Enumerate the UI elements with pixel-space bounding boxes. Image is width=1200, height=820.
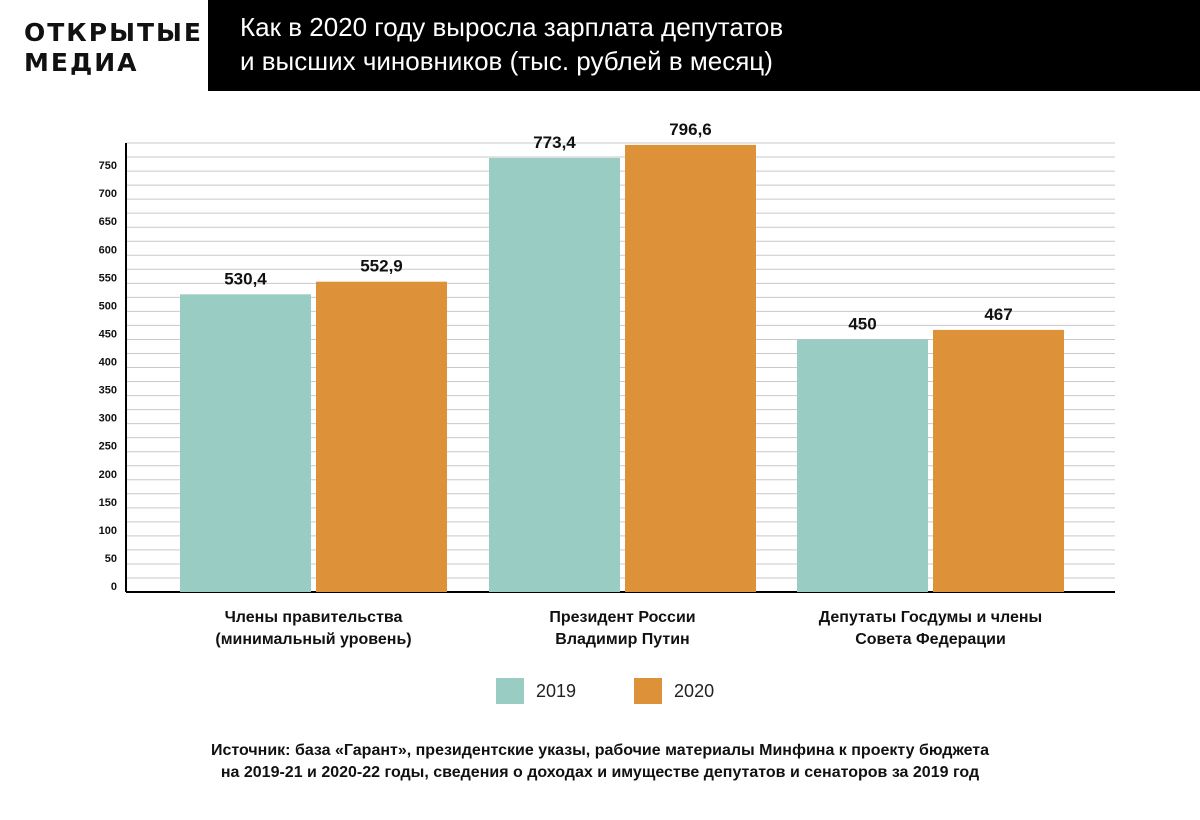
legend-item-2020: 2020	[634, 678, 714, 704]
brand-logo-line1: ОТКРЫТЫЕ	[24, 18, 204, 47]
bar-2019-2	[797, 339, 928, 592]
title-bar: Как в 2020 году выросла зарплата депутат…	[208, 0, 1200, 91]
y-tick-label: 250	[99, 441, 117, 453]
category-label: Владимир Путин	[555, 631, 689, 648]
y-tick-label: 650	[99, 216, 117, 228]
legend-swatch-2020	[634, 678, 663, 704]
bar-2019-0	[180, 294, 311, 592]
y-tick-label: 100	[99, 525, 117, 537]
data-label: 796,6	[669, 120, 712, 139]
legend-label-2019: 2019	[536, 680, 577, 701]
y-tick-label: 150	[99, 497, 117, 509]
legend: 2019 2020	[496, 678, 772, 704]
bar-2019-1	[489, 157, 620, 592]
data-label: 773,4	[533, 133, 576, 152]
y-tick-label: 200	[99, 469, 117, 481]
category-label: Депутаты Госдумы и члены	[819, 609, 1042, 626]
y-tick-label: 450	[99, 328, 117, 340]
y-tick-label: 550	[99, 272, 117, 284]
source-line2: на 2019-21 и 2020-22 годы, сведения о до…	[220, 764, 980, 781]
chart-title-line2: и высших чиновников (тыс. рублей в месяц…	[240, 46, 773, 76]
brand-logo: ОТКРЫТЫЕ МЕДИА	[24, 18, 203, 78]
y-tick-label: 400	[99, 357, 117, 369]
data-label: 552,9	[360, 257, 403, 276]
bar-2020-0	[316, 281, 447, 592]
bar-2020-1	[625, 144, 756, 592]
chart-title-line1: Как в 2020 году выросла зарплата депутат…	[240, 12, 784, 42]
category-label: Члены правительства	[225, 609, 403, 626]
category-label: Президент России	[549, 609, 695, 626]
y-tick-label: 750	[99, 160, 117, 172]
y-tick-label: 500	[99, 300, 117, 312]
y-tick-label: 700	[99, 188, 117, 200]
y-tick-label: 600	[99, 244, 117, 256]
legend-swatch-2019	[496, 678, 524, 704]
category-label: (минимальный уровень)	[215, 631, 411, 648]
y-tick-label: 50	[105, 553, 117, 565]
data-label: 450	[848, 314, 876, 333]
legend-item-2019: 2019	[496, 678, 576, 704]
data-label: 467	[984, 305, 1012, 324]
y-tick-label: 0	[111, 581, 117, 593]
data-label: 530,4	[224, 269, 267, 288]
source-line1: Источник: база «Гарант», президентские у…	[210, 742, 989, 759]
bar-2020-2	[933, 329, 1064, 592]
category-label: Совета Федерации	[855, 631, 1006, 648]
source-note: Источник: база «Гарант», президентские у…	[0, 740, 1200, 784]
y-tick-label: 350	[99, 385, 117, 397]
y-tick-label: 300	[99, 413, 117, 425]
legend-label-2020: 2020	[674, 680, 715, 701]
brand-logo-line2: МЕДИА	[24, 48, 139, 77]
